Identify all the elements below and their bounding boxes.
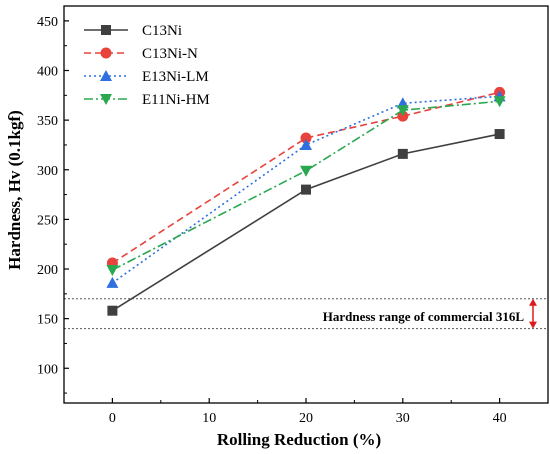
reference-band-arrow-up [529, 298, 537, 306]
data-point-C13Ni-30 [397, 148, 408, 159]
legend-label: E13Ni-LM [142, 69, 209, 85]
y-tick-label: 100 [37, 362, 58, 377]
series-E11Ni-HM [106, 96, 506, 277]
legend-label: C13Ni-N [142, 46, 198, 62]
y-tick-label: 400 [37, 65, 58, 80]
data-point-C13Ni-N-20 [300, 132, 312, 144]
legend-item-E13Ni-LM: E13Ni-LM [84, 69, 209, 85]
series-line-E11Ni-HM [112, 100, 500, 271]
legend-label: E11Ni-HM [142, 92, 210, 108]
y-tick-label: 200 [37, 263, 58, 278]
series-line-C13Ni [111, 133, 500, 312]
legend-item-C13Ni-N: C13Ni-N [84, 46, 198, 62]
y-tick-label: 350 [37, 114, 58, 129]
series-E13Ni-LM [106, 90, 506, 288]
legend-marker [100, 47, 112, 59]
series-layer [106, 86, 506, 316]
x-tick-label: 20 [299, 411, 313, 426]
data-point-C13Ni-40 [494, 129, 505, 140]
data-point-E11Ni-HM-20 [300, 165, 312, 177]
x-tick-label: 30 [396, 411, 410, 426]
y-axis-title: Hardness, Hv (0.1kgf) [5, 110, 24, 270]
data-point-E11Ni-HM-40 [493, 96, 506, 108]
plot-frame [63, 5, 549, 404]
y-tick-label: 300 [37, 164, 58, 179]
series-line-C13Ni-N [111, 91, 500, 264]
legend-marker [101, 25, 111, 35]
legend-layer: C13Ni C13Ni-N E13Ni-LM E11Ni-HM [84, 23, 210, 108]
x-axis-title: Rolling Reduction (%) [217, 430, 381, 449]
data-point-E11Ni-HM-0 [106, 265, 119, 277]
series-line-E13Ni-LM [111, 95, 500, 284]
y-tick-label: 250 [37, 213, 58, 228]
legend-item-C13Ni: C13Ni [84, 23, 182, 39]
legend-marker [100, 70, 112, 81]
reference-band-layer [64, 298, 548, 330]
data-point-C13Ni-0 [107, 305, 118, 316]
axes-layer: 0 10 20 30 40 100 150 200 250 300 350 400 450 [37, 5, 549, 426]
data-point-E11Ni-HM-30 [396, 105, 409, 117]
data-point-E13Ni-LM-0 [106, 276, 119, 288]
data-point-E13Ni-LM-20 [300, 138, 312, 150]
reference-band-label: Hardness range of commercial 316L [323, 309, 525, 324]
reference-band-arrow-down [529, 321, 537, 329]
data-point-C13Ni-20 [301, 184, 311, 195]
y-tick-label: 150 [37, 313, 58, 328]
series-C13Ni [107, 129, 505, 316]
x-tick-label: 0 [109, 411, 116, 426]
legend-item-E11Ni-HM: E11Ni-HM [84, 92, 210, 108]
x-tick-label: 10 [202, 411, 216, 426]
legend-label: C13Ni [142, 23, 182, 39]
x-tick-label: 40 [493, 411, 507, 426]
y-tick-label: 450 [37, 15, 58, 30]
legend-marker [100, 94, 112, 105]
series-C13Ni-N [106, 86, 506, 269]
